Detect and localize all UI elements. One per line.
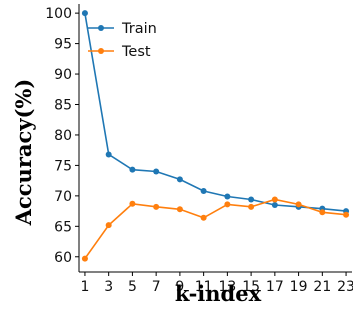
- data-point: [248, 196, 255, 203]
- x-tick-label: 1: [80, 279, 89, 295]
- x-tick-label: 9: [175, 279, 184, 295]
- data-point: [200, 187, 207, 194]
- data-point: [105, 151, 112, 158]
- data-point: [105, 222, 112, 229]
- data-point: [248, 203, 255, 210]
- x-tick-label: 21: [313, 279, 331, 295]
- y-tick-label: 70: [54, 189, 72, 205]
- x-tick-label: 23: [337, 279, 353, 295]
- legend-label-train: Train: [121, 21, 157, 37]
- data-point: [176, 206, 183, 213]
- data-point: [129, 200, 136, 207]
- x-tick-label: 19: [290, 279, 308, 295]
- y-tick-label: 60: [54, 250, 72, 266]
- x-tick-label: 15: [242, 279, 260, 295]
- data-point: [271, 196, 278, 203]
- x-tick-label: 13: [218, 279, 236, 295]
- y-tick-label: 90: [54, 67, 72, 83]
- y-axis-title: Accuracy(%): [11, 79, 36, 227]
- data-point: [319, 209, 326, 216]
- data-point: [176, 176, 183, 183]
- series-layer: [81, 10, 350, 262]
- x-tick-label: 11: [195, 279, 213, 295]
- y-tick-label: 75: [54, 158, 72, 174]
- data-point: [153, 203, 160, 210]
- data-point: [295, 201, 302, 208]
- data-point: [129, 166, 136, 173]
- x-axis-title: k-index: [175, 281, 262, 306]
- legend-label-test: Test: [121, 44, 151, 60]
- legend-marker-test: [98, 48, 104, 54]
- y-tick-label: 85: [54, 98, 72, 114]
- data-point: [153, 168, 160, 175]
- data-point: [271, 202, 278, 208]
- data-point: [343, 211, 350, 218]
- x-tick-label: 5: [128, 279, 137, 295]
- y-tick-label: 65: [54, 219, 72, 235]
- legend-marker-train: [98, 25, 104, 31]
- data-point: [81, 10, 88, 17]
- x-tick-label: 7: [152, 279, 161, 295]
- series-line-train: [84, 12, 347, 212]
- legend: Train Test: [88, 21, 157, 60]
- x-tick-label: 3: [104, 279, 113, 295]
- series-line-test: [84, 198, 347, 260]
- data-point: [81, 255, 88, 262]
- series-test: [81, 196, 350, 262]
- data-point: [200, 214, 207, 221]
- data-point: [224, 201, 231, 208]
- series-train: [81, 10, 350, 215]
- y-tick-label: 100: [45, 6, 72, 22]
- x-tick-label: 17: [266, 279, 284, 295]
- data-point: [224, 193, 231, 200]
- y-tick-label: 95: [54, 37, 72, 53]
- y-tick-label: 80: [54, 128, 72, 144]
